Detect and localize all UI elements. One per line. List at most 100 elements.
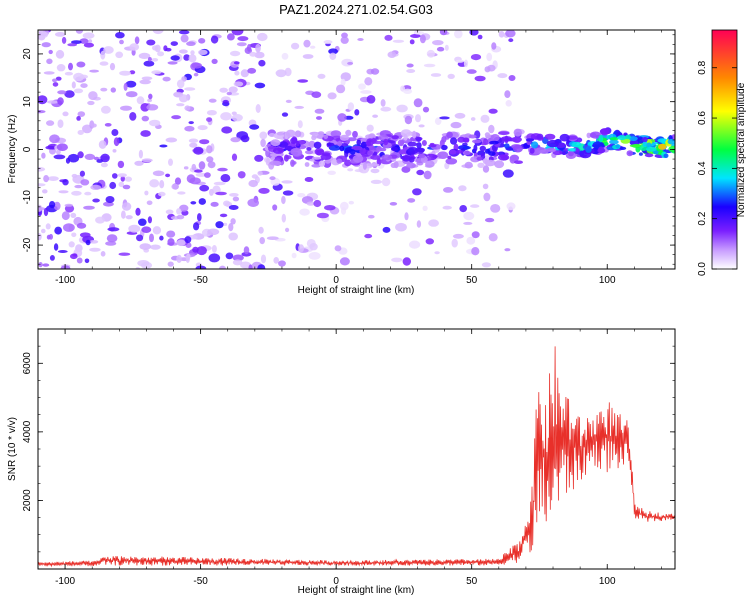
heatmap-cell <box>100 162 108 168</box>
heatmap-cell <box>77 151 84 159</box>
heatmap-cell <box>240 135 250 143</box>
heatmap-cell <box>47 176 59 182</box>
heatmap-cell <box>299 208 310 216</box>
heatmap-cell <box>598 134 604 143</box>
heatmap-cell <box>425 238 434 245</box>
heatmap-cell <box>313 199 322 208</box>
heatmap-cell <box>79 38 89 44</box>
heatmap-cell <box>103 46 114 54</box>
heatmap-cell <box>311 164 321 168</box>
heatmap-cell <box>370 168 380 174</box>
heatmap-cell <box>198 49 208 55</box>
heatmap-cell <box>391 257 403 263</box>
heatmap-cell <box>370 179 383 184</box>
heatmap-cell <box>488 124 495 134</box>
heatmap-cell <box>198 198 206 205</box>
heatmap-cell <box>347 61 354 65</box>
heatmap-cell <box>188 138 199 143</box>
heatmap-cell <box>77 130 84 135</box>
heatmap-cell <box>282 190 294 196</box>
heatmap-cell <box>488 233 498 242</box>
heatmap-cell <box>417 147 425 153</box>
heatmap-cell <box>403 88 413 95</box>
heatmap-cell <box>600 128 610 136</box>
heatmap-cell <box>667 138 675 145</box>
heatmap-cell <box>196 246 207 256</box>
heatmap-cell <box>451 238 458 248</box>
heatmap-cell <box>53 243 59 251</box>
heatmap-cell <box>38 183 46 187</box>
x-tick-label: -100 <box>55 275 75 286</box>
heatmap-cell <box>194 169 203 173</box>
heatmap-cell <box>407 147 419 155</box>
heatmap-cell <box>447 155 452 160</box>
heatmap-cell <box>409 156 415 163</box>
heatmap-cell <box>309 243 318 251</box>
heatmap-cell <box>134 160 144 166</box>
heatmap-cell <box>428 144 437 148</box>
heatmap-cell <box>210 35 219 44</box>
heatmap-cell <box>109 62 116 71</box>
heatmap-cell <box>663 153 669 159</box>
x-tick-label: 100 <box>599 275 616 286</box>
heatmap-cell <box>52 78 58 83</box>
heatmap-cell <box>71 40 82 44</box>
heatmap-cell <box>55 76 62 81</box>
heatmap-cell <box>303 39 311 48</box>
heatmap-cell <box>423 170 432 180</box>
heatmap-cell <box>336 158 343 164</box>
colorbar-tick-label: 0.6 <box>697 111 708 125</box>
heatmap-cell <box>112 149 117 153</box>
heatmap-cell <box>84 191 92 196</box>
heatmap-cell <box>367 163 380 167</box>
heatmap-cell <box>412 130 417 139</box>
heatmap-cell <box>190 201 197 205</box>
heatmap-cell <box>371 137 377 144</box>
heatmap-cell <box>463 221 473 225</box>
heatmap-cell <box>197 213 202 222</box>
heatmap-cell <box>76 61 86 68</box>
heatmap-cell <box>67 153 80 163</box>
heatmap-cell <box>481 262 491 268</box>
heatmap-cell <box>211 58 218 64</box>
heatmap-cell <box>191 163 197 171</box>
y-tick-label: 20 <box>22 48 33 60</box>
heatmap-cell <box>357 38 364 41</box>
heatmap-cell <box>476 156 483 161</box>
heatmap-cell <box>111 129 119 136</box>
heatmap-cell <box>219 213 228 218</box>
heatmap-cell <box>381 154 393 161</box>
heatmap-cell <box>147 98 153 103</box>
heatmap-cell <box>508 75 516 81</box>
heatmap-cell <box>382 226 391 233</box>
heatmap-cell <box>88 91 98 101</box>
heatmap-cell <box>545 147 557 153</box>
heatmap-cell <box>321 152 331 157</box>
heatmap-cell <box>334 245 342 252</box>
heatmap-cell <box>174 177 182 185</box>
heatmap-cell <box>260 138 266 148</box>
heatmap-cell <box>477 34 483 40</box>
heatmap-cell <box>370 68 380 75</box>
heatmap-cell <box>437 151 449 159</box>
colorbar-tick-label: 0.4 <box>697 161 708 175</box>
heatmap-cell <box>323 134 329 140</box>
heatmap-cell <box>151 70 162 75</box>
heatmap-cell <box>525 138 535 142</box>
heatmap-cell <box>98 140 107 149</box>
heatmap-cell <box>412 188 422 196</box>
heatmap-cell <box>105 241 117 246</box>
heatmap-cell <box>432 40 444 46</box>
heatmap-cell <box>144 190 149 196</box>
heatmap-cell <box>349 149 356 155</box>
heatmap-cell <box>38 262 43 268</box>
heatmap-cell <box>337 113 347 122</box>
heatmap-cell <box>232 196 240 202</box>
heatmap-cell <box>255 43 261 53</box>
heatmap-cell <box>207 228 220 236</box>
heatmap-cell <box>392 39 405 43</box>
heatmap-cell <box>233 61 240 65</box>
heatmap-cell <box>306 201 315 206</box>
heatmap-cell <box>206 156 214 163</box>
